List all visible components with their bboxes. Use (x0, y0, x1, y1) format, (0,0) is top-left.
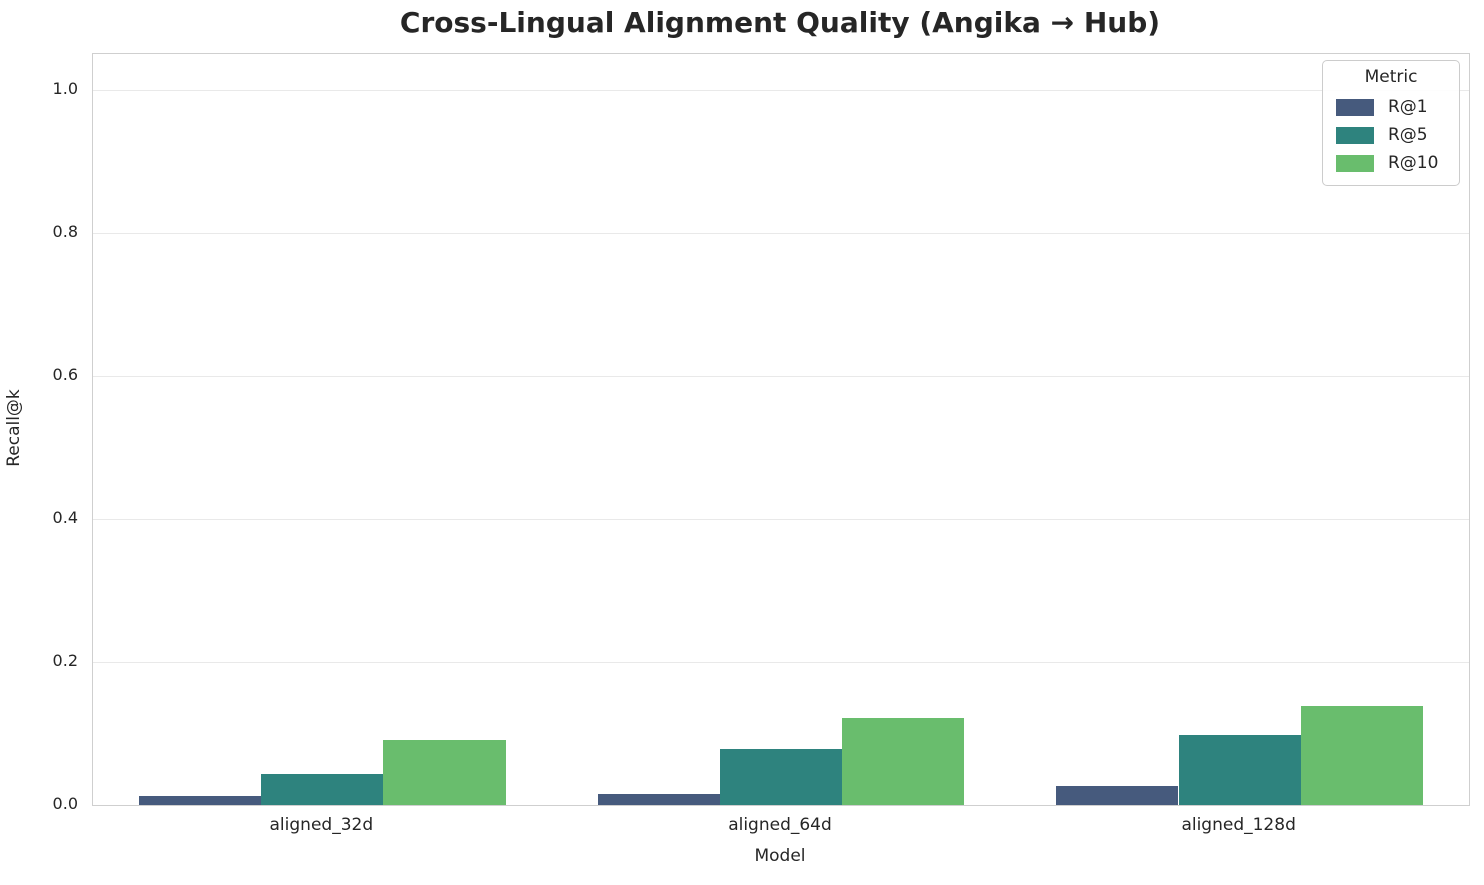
y-axis-label: Recall@k (4, 389, 24, 467)
x-axis-label: Model (754, 846, 806, 866)
bar-aligned_64d-R@10 (842, 718, 965, 805)
legend-label-R@1: R@1 (1388, 97, 1428, 117)
gridline-0.8 (93, 232, 1469, 234)
legend-swatch-R@5 (1336, 126, 1374, 144)
y-tick-1.0: 1.0 (52, 78, 78, 98)
legend-swatch-R@10 (1336, 154, 1374, 172)
gridline-0.2 (93, 661, 1469, 663)
plot-area (92, 53, 1470, 806)
y-tick-0.0: 0.0 (52, 794, 78, 813)
legend-item-R@10: R@10 (1323, 149, 1459, 177)
x-tick-aligned_32d: aligned_32d (269, 815, 374, 835)
gridline-0.6 (93, 375, 1469, 377)
bar-aligned_32d-R@10 (383, 739, 506, 805)
legend-label-R@5: R@5 (1388, 125, 1428, 145)
y-tick-0.8: 0.8 (52, 221, 78, 241)
legend-title: Metric (1364, 67, 1418, 87)
bar-aligned_128d-R@10 (1300, 705, 1424, 805)
legend-item-R@1: R@1 (1323, 93, 1459, 121)
legend-items: R@1 R@5 R@10 (1323, 93, 1459, 177)
y-tick-0.6: 0.6 (52, 364, 78, 384)
y-tick-0.4: 0.4 (52, 507, 78, 527)
bar-aligned_128d-R@1 (1056, 786, 1179, 805)
bar-aligned_32d-R@5 (261, 773, 384, 805)
bar-aligned_128d-R@5 (1178, 734, 1301, 805)
legend-label-R@10: R@10 (1388, 153, 1439, 173)
bar-aligned_32d-R@1 (138, 795, 262, 805)
chart-title: Cross-Lingual Alignment Quality (Angika … (399, 6, 1161, 39)
bar-aligned_64d-R@5 (719, 748, 843, 805)
gridline-0.4 (93, 518, 1469, 520)
legend-item-R@5: R@5 (1323, 121, 1459, 149)
legend-swatch-R@1 (1336, 98, 1374, 116)
y-tick-0.2: 0.2 (52, 650, 78, 670)
bar-aligned_64d-R@1 (597, 794, 720, 805)
gridline-1.0 (93, 89, 1469, 91)
legend: Metric R@1 R@5 R@10 (1322, 60, 1460, 186)
x-tick-aligned_128d: aligned_128d (1181, 815, 1296, 835)
x-tick-aligned_64d: aligned_64d (728, 815, 832, 835)
